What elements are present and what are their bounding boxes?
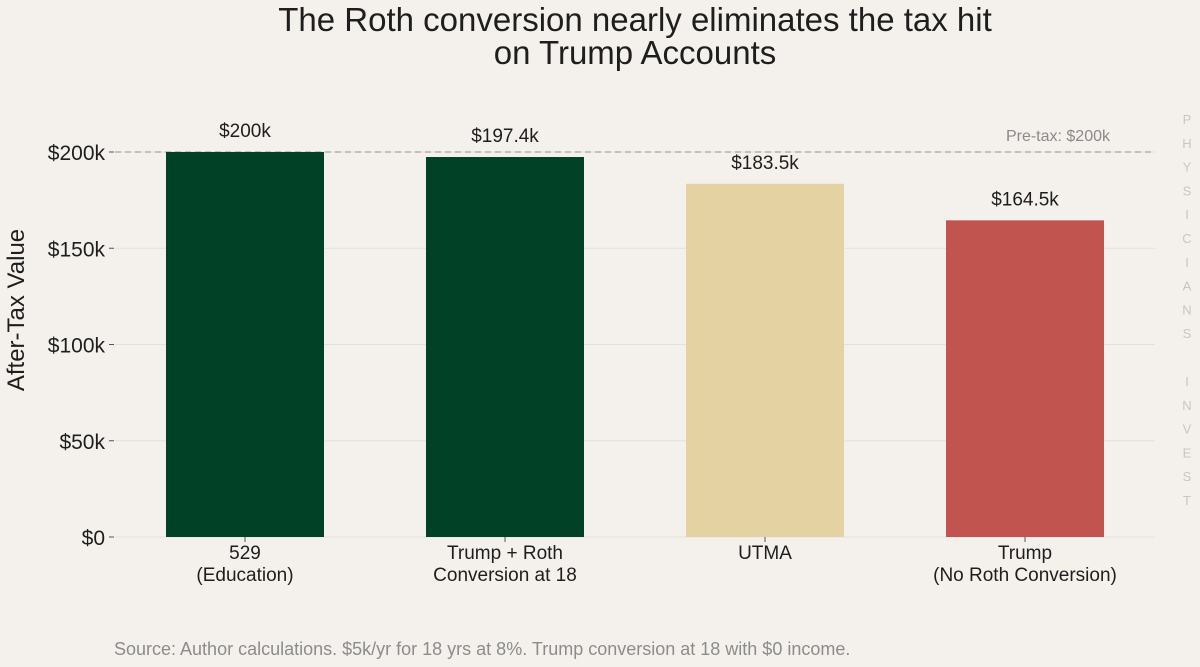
bar-value-label: $200k (219, 121, 271, 142)
bar-value-label: $183.5k (731, 153, 799, 174)
watermark-letter: A (1183, 279, 1192, 294)
watermark-letter: S (1183, 469, 1192, 484)
y-tick-label: $150k (48, 238, 106, 261)
source-note: Source: Author calculations. $5k/yr for … (114, 639, 850, 659)
chart-title-line-2: on Trump Accounts (494, 34, 776, 71)
watermark-letter: E (1183, 445, 1192, 460)
x-tick-label: Trump (998, 543, 1052, 564)
x-tick-label: UTMA (738, 543, 792, 564)
x-tick-label: (No Roth Conversion) (933, 565, 1117, 586)
bar (166, 152, 324, 537)
watermark-letter: C (1182, 231, 1191, 246)
chart-title-line-1: The Roth conversion nearly eliminates th… (278, 1, 992, 38)
watermark-letter: S (1183, 183, 1192, 198)
bar (686, 183, 844, 537)
watermark-letter: N (1182, 302, 1191, 317)
bar-value-label: $197.4k (471, 126, 539, 147)
y-tick-label: $100k (48, 335, 106, 358)
bar (946, 220, 1104, 537)
watermark-letter: H (1182, 136, 1191, 151)
watermark-letter: P (1183, 112, 1192, 127)
x-tick-label: Trump + Roth (447, 543, 563, 564)
watermark-letter: V (1183, 422, 1192, 437)
x-tick-label: 529 (229, 543, 261, 564)
watermark-letter: S (1183, 326, 1192, 341)
bar-value-label: $164.5k (991, 189, 1059, 210)
reference-line-label: Pre-tax: $200k (1006, 128, 1111, 145)
y-tick-label: $50k (59, 431, 105, 454)
x-tick-label: (Education) (196, 565, 293, 586)
x-tick-label: Conversion at 18 (433, 565, 577, 586)
bars (166, 152, 1104, 537)
watermark-letter: I (1185, 207, 1189, 222)
y-axis-label: After-Tax Value (3, 229, 30, 391)
watermark-letter: Y (1183, 160, 1192, 175)
watermark-letter: I (1185, 374, 1189, 389)
y-axis: $0 $50k $100k $150k $200k (48, 142, 114, 550)
watermark-letter: T (1183, 493, 1191, 508)
watermark-letter: I (1185, 255, 1189, 270)
value-labels: $200k $197.4k $183.5k $164.5k (219, 121, 1059, 210)
y-tick-label: $0 (82, 527, 105, 550)
watermark-letter: N (1182, 398, 1191, 413)
y-tick-label: $200k (48, 142, 106, 165)
bar (426, 157, 584, 537)
